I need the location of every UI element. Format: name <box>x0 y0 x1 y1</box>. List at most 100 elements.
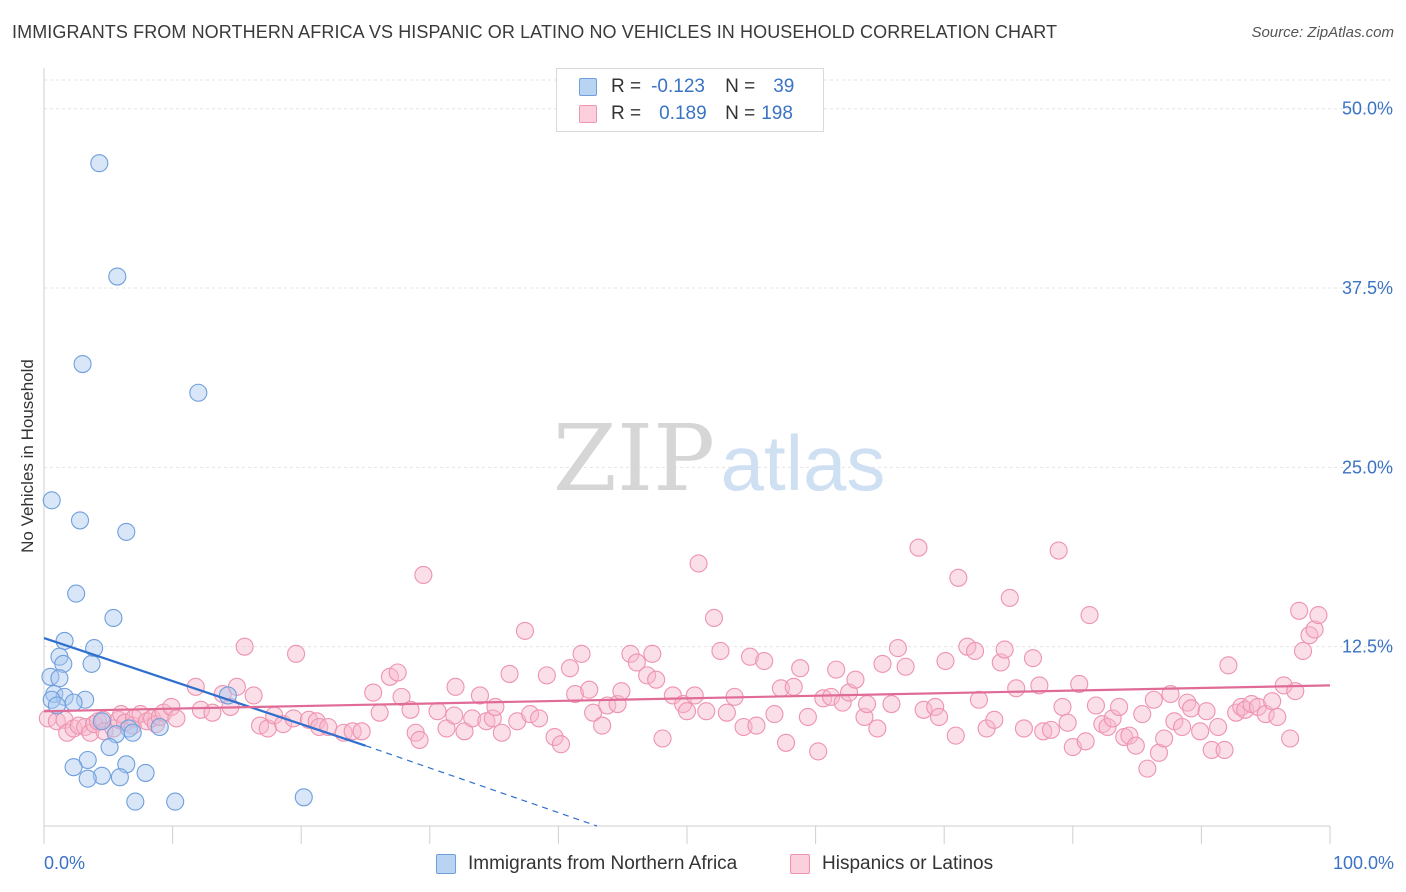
point-hispanics <box>1300 626 1319 645</box>
point-hispanics <box>1098 717 1117 737</box>
point-hispanics <box>470 686 490 705</box>
legend-swatch-pink <box>579 105 597 123</box>
point-hispanics <box>1126 736 1145 755</box>
point-hispanics <box>857 695 877 714</box>
point-hispanics <box>846 670 865 689</box>
legend-swatch-blue <box>579 78 597 96</box>
series-hispanics-points <box>38 538 1328 778</box>
point-northern-africa <box>218 686 237 705</box>
point-hispanics <box>1058 713 1077 732</box>
point-hispanics <box>483 709 502 728</box>
point-northern-africa <box>50 669 69 688</box>
y-tick-label: 25.0% <box>1342 457 1393 477</box>
x-axis-min-label: 0.0% <box>44 853 86 873</box>
y-tick-label: 37.5% <box>1342 278 1393 298</box>
point-northern-africa <box>100 738 119 757</box>
point-northern-africa <box>78 750 97 770</box>
point-hispanics <box>1290 601 1309 620</box>
point-hispanics <box>545 728 564 747</box>
point-northern-africa <box>126 792 145 811</box>
point-hispanics <box>1034 722 1053 741</box>
trend-extension-northern-africa <box>365 745 598 827</box>
legend-swatch-pink <box>790 854 810 874</box>
point-hispanics <box>985 710 1004 729</box>
point-northern-africa <box>64 758 83 777</box>
y-tick-label: 12.5% <box>1342 637 1393 657</box>
point-hispanics <box>765 705 784 724</box>
point-hispanics <box>167 709 186 728</box>
point-hispanics <box>1014 719 1033 738</box>
r-label: R = <box>611 76 642 97</box>
point-hispanics <box>685 686 704 705</box>
point-hispanics <box>560 659 580 678</box>
point-hispanics <box>1138 759 1157 778</box>
point-northern-africa <box>92 766 111 785</box>
point-hispanics <box>627 653 646 672</box>
point-hispanics <box>926 697 945 716</box>
point-northern-africa <box>54 654 73 673</box>
point-hispanics <box>791 659 810 678</box>
point-northern-africa <box>123 723 142 742</box>
point-hispanics <box>1281 729 1300 748</box>
point-northern-africa <box>42 690 61 709</box>
point-hispanics <box>352 722 371 741</box>
point-hispanics <box>370 703 389 722</box>
y-tick-labels: 12.5% 25.0% 37.5% 50.0% <box>1342 99 1393 657</box>
chart-title: IMMIGRANTS FROM NORTHERN AFRICA VS HISPA… <box>12 22 1058 42</box>
point-hispanics <box>1263 692 1282 711</box>
point-northern-africa <box>166 792 185 811</box>
r-label: R = <box>611 103 642 124</box>
x-axis-max-label: 100.0% <box>1332 853 1394 873</box>
point-hispanics <box>882 695 901 714</box>
point-northern-africa <box>104 608 123 628</box>
point-hispanics <box>299 710 318 729</box>
point-hispanics <box>930 707 949 727</box>
trend-line-northern-africa <box>43 637 366 747</box>
point-northern-africa <box>78 769 97 788</box>
point-hispanics <box>492 723 511 742</box>
point-hispanics <box>1202 740 1221 760</box>
point-hispanics <box>711 641 730 661</box>
point-northern-africa <box>117 522 136 541</box>
point-hispanics <box>946 726 965 745</box>
point-hispanics <box>1007 679 1026 698</box>
point-hispanics <box>740 647 760 666</box>
point-hispanics <box>1197 702 1216 721</box>
watermark: ZIP atlas <box>553 405 885 512</box>
point-hispanics <box>364 683 383 702</box>
point-hispanics <box>1080 606 1099 625</box>
point-hispanics <box>410 730 429 749</box>
point-hispanics <box>446 677 465 696</box>
point-hispanics <box>755 651 774 671</box>
point-hispanics <box>914 700 933 719</box>
point-hispanics <box>47 712 66 731</box>
legend-swatch-blue <box>436 854 456 874</box>
point-hispanics <box>1030 676 1049 695</box>
trend-lines <box>43 637 1331 827</box>
point-hispanics <box>717 703 736 722</box>
legend-row-hispanics: R = 0.189 N = 198 <box>579 103 793 125</box>
point-hispanics <box>1144 690 1163 709</box>
point-hispanics <box>936 651 955 671</box>
series-northern-africa-points <box>41 154 313 811</box>
point-northern-africa <box>76 690 95 709</box>
legend-item-northern-africa: Immigrants from Northern Africa <box>436 852 737 876</box>
point-hispanics <box>827 660 846 679</box>
point-hispanics <box>244 686 263 705</box>
point-hispanics <box>1110 697 1129 716</box>
point-hispanics <box>888 639 907 658</box>
point-hispanics <box>1093 715 1112 734</box>
point-hispanics <box>909 538 928 557</box>
point-hispanics <box>1053 697 1072 716</box>
point-hispanics <box>593 716 612 735</box>
point-hispanics <box>969 690 988 709</box>
point-hispanics <box>653 729 672 748</box>
point-hispanics <box>1155 729 1174 748</box>
point-hispanics <box>537 666 556 685</box>
point-hispanics <box>1103 709 1122 728</box>
point-northern-africa <box>110 768 129 787</box>
point-hispanics <box>966 641 985 661</box>
n-label: N = <box>725 103 756 124</box>
point-hispanics <box>463 709 482 728</box>
